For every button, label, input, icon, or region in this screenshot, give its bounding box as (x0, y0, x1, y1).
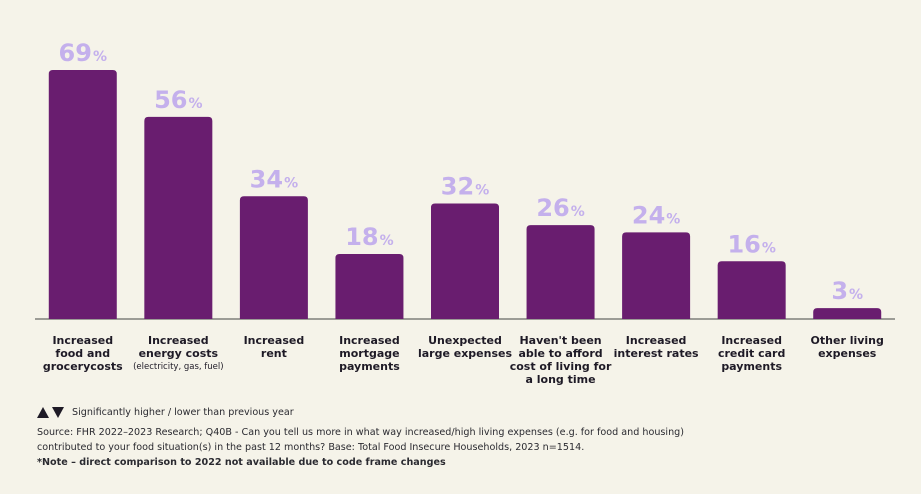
x-tick-sublabel: (electricity, gas, fuel) (133, 362, 224, 372)
bar (335, 254, 404, 319)
x-tick-label: Unexpected large expenses (418, 334, 513, 360)
source-note: *Note – direct comparison to 2022 not av… (37, 457, 446, 468)
data-label: 24% (632, 201, 680, 229)
source-line-2: contributed to your food situation(s) in… (37, 442, 585, 453)
bar (48, 70, 117, 319)
data-label: 34% (250, 165, 298, 193)
data-label: 18% (345, 223, 393, 251)
bar (431, 203, 499, 319)
bar (144, 116, 213, 319)
bar-chart: 69% Increased food and grocerycosts 56% Incre… (35, 39, 895, 386)
data-label: 56% (154, 86, 202, 114)
bar (239, 196, 308, 319)
x-tick-label: Haven't been able to afford cost of living… (510, 334, 612, 386)
x-tick-label: Increased mortgage payments (339, 334, 400, 373)
bar (526, 225, 595, 319)
x-tick-label: Increased food and grocerycosts (43, 334, 123, 373)
legend-text: Significantly higher / lower than previo… (72, 407, 294, 418)
data-label: 3% (831, 277, 863, 305)
data-label: 69% (59, 39, 107, 67)
bar (813, 308, 882, 319)
chart-footer: Significantly higher / lower than previo… (37, 405, 897, 470)
triangle-up-icon (37, 407, 49, 418)
x-tick-label: Increased energy costs (139, 334, 219, 360)
x-tick-label: Increased credit card payments (718, 334, 785, 373)
data-label: 32% (441, 173, 489, 201)
bar (622, 232, 691, 319)
triangle-down-icon (52, 407, 64, 418)
data-label: 16% (727, 230, 775, 258)
source-line-1: Source: FHR 2022–2023 Research; Q40B - C… (37, 427, 685, 438)
x-tick-label: Increased interest rates (614, 334, 699, 360)
data-label: 26% (536, 194, 584, 222)
x-tick-label: Other living expenses (811, 334, 884, 360)
x-tick-label: Increased rent (244, 334, 305, 360)
bar (717, 261, 786, 319)
legend: Significantly higher / lower than previo… (37, 405, 897, 420)
